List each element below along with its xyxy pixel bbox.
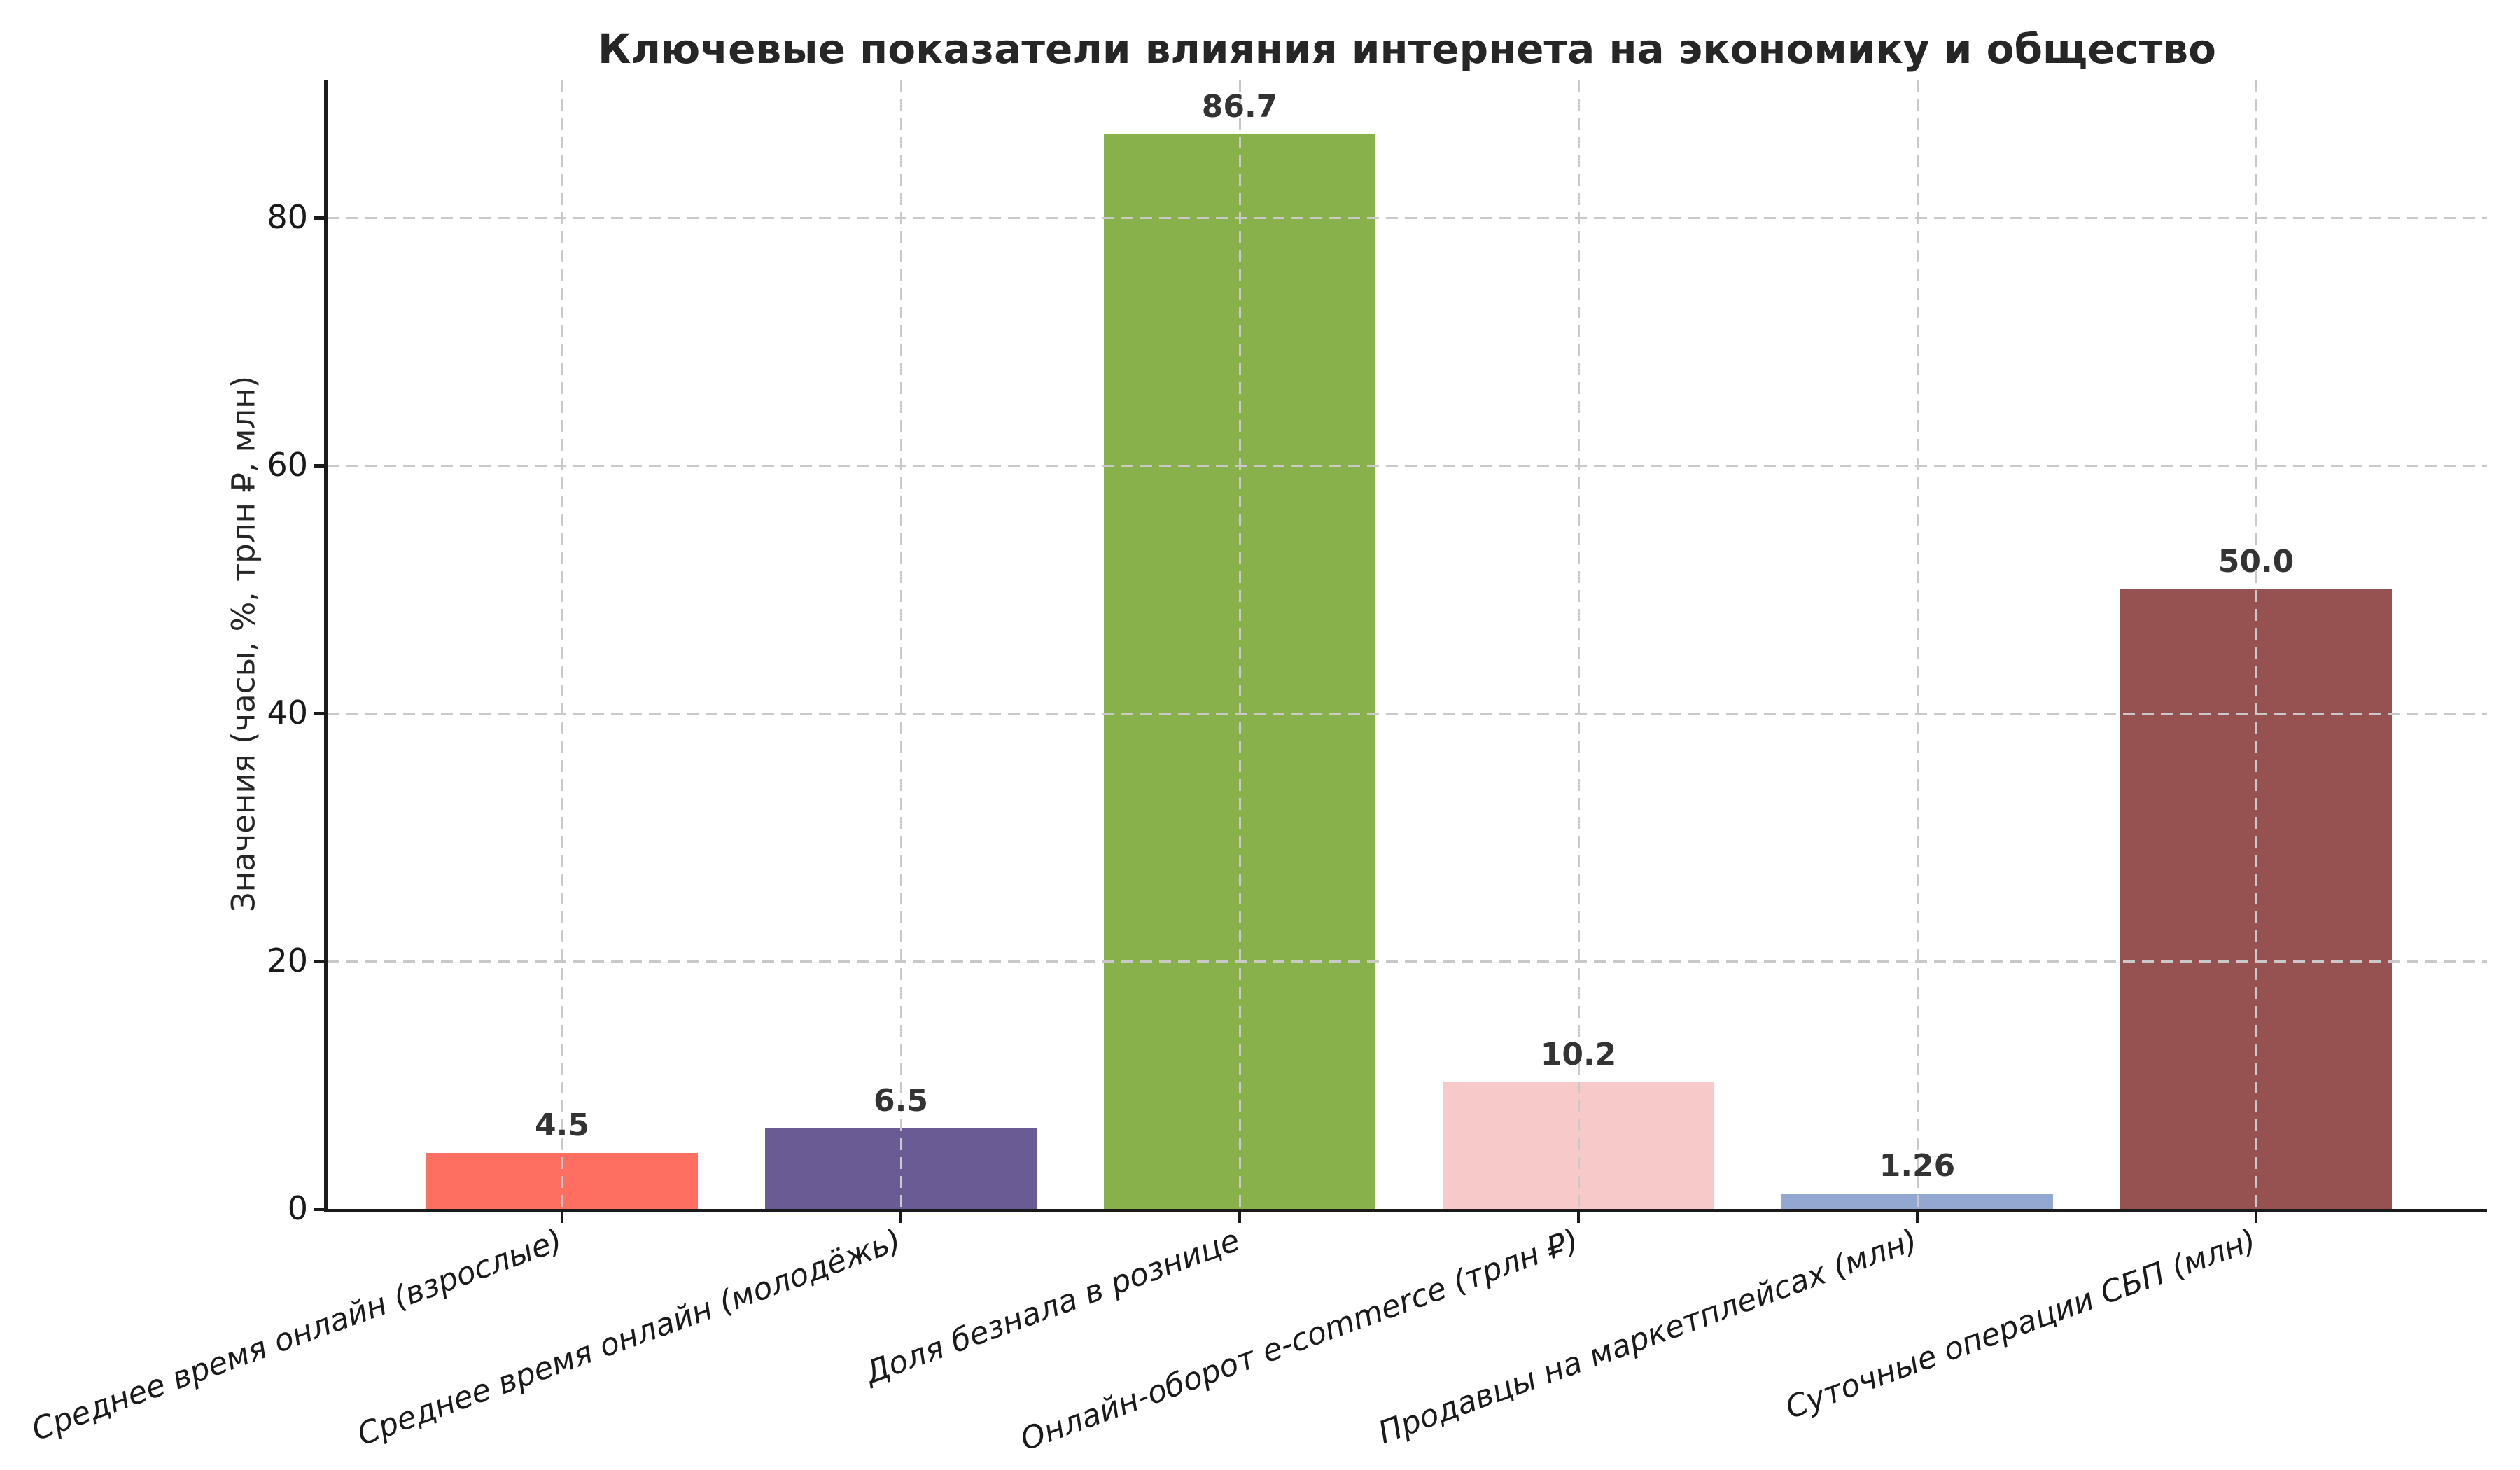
- y-tick-label: 20: [267, 941, 308, 979]
- x-category-label: Среднее время онлайн (молодёжь): [352, 1222, 906, 1453]
- gridline-horizontal: [328, 712, 2487, 715]
- x-tick-mark: [2255, 1212, 2258, 1223]
- gridline-horizontal: [328, 464, 2487, 467]
- gridline-vertical: [561, 80, 564, 1209]
- y-tick-label: 80: [267, 197, 308, 236]
- y-tick-mark: [314, 1208, 324, 1211]
- gridline-vertical: [900, 80, 902, 1209]
- x-tick-mark: [561, 1212, 564, 1223]
- x-category-label: Онлайн-оборот e-commerce (трлн ₽): [1016, 1222, 1583, 1458]
- bar-value-label: 50.0: [2218, 543, 2295, 580]
- bar-value-label: 4.5: [535, 1107, 589, 1144]
- gridline-horizontal: [328, 216, 2487, 219]
- y-axis-spine: [324, 80, 328, 1212]
- gridline-horizontal: [328, 960, 2487, 962]
- y-tick-mark: [314, 959, 324, 963]
- bar-value-label: 6.5: [874, 1082, 928, 1119]
- plot-area: 4.5 6.5 86.7 10.2 1.26 50.0: [328, 80, 2487, 1209]
- x-tick-mark: [1916, 1212, 1919, 1223]
- gridline-vertical: [1578, 80, 1580, 1209]
- gridline-vertical: [1239, 80, 1241, 1209]
- x-tick-mark: [1238, 1212, 1241, 1223]
- chart-title: Ключевые показатели влияния интернета на…: [598, 25, 2216, 73]
- gridline-vertical: [1917, 80, 1919, 1209]
- y-tick-mark: [314, 216, 324, 220]
- bar-value-label: 86.7: [1201, 88, 1278, 125]
- bar-value-label: 1.26: [1879, 1147, 1956, 1184]
- y-tick-label: 40: [267, 693, 308, 732]
- bar-value-label: 10.2: [1540, 1037, 1617, 1073]
- x-category-label: Продавцы на маркетплейсах (млн): [1373, 1222, 1922, 1451]
- y-tick-mark: [314, 463, 324, 468]
- x-axis-spine: [324, 1209, 2487, 1212]
- x-tick-mark: [1577, 1212, 1580, 1223]
- y-tick-label: 0: [287, 1189, 308, 1227]
- y-tick-mark: [314, 711, 324, 715]
- gridline-vertical: [2255, 80, 2258, 1209]
- x-tick-mark: [899, 1212, 902, 1223]
- y-tick-label: 60: [267, 445, 308, 484]
- x-category-label: Среднее время онлайн (взрослые): [27, 1222, 567, 1448]
